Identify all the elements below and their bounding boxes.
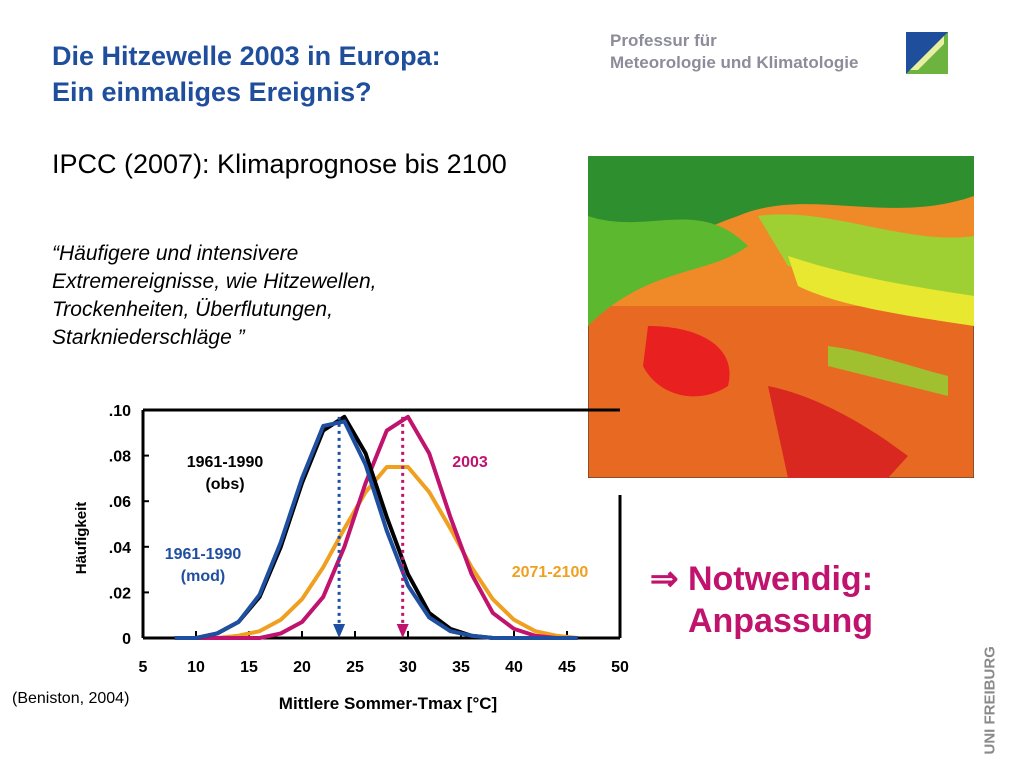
series-line	[174, 414, 578, 640]
x-tick-label: 10	[187, 659, 205, 676]
mean-arrow	[333, 624, 346, 638]
y-tick-label: .02	[109, 585, 131, 602]
logo-square	[906, 32, 948, 74]
series-label: 2071-2100	[511, 564, 589, 581]
x-tick-label: 15	[240, 659, 258, 676]
institute: Professur für Meteorologie und Klimatolo…	[610, 30, 858, 74]
x-tick-label: 35	[452, 659, 470, 676]
x-tick-label: 5	[139, 659, 148, 676]
quote: “Häufigere und intensivere Extremereigni…	[52, 240, 522, 352]
x-tick-label: 50	[611, 659, 629, 676]
y-tick-label: 0	[122, 631, 131, 648]
x-axis-label: Mittlere Sommer-Tmax [°C]	[279, 694, 497, 713]
series-label: 1961-1990 (obs)	[186, 454, 264, 493]
series-label: 1961-1990 (mod)	[164, 546, 242, 585]
climate-map	[588, 156, 974, 478]
university-logo: UNI FREIBURG	[975, 646, 1024, 760]
institute-line: Professur für	[610, 31, 717, 50]
conclusion-arrow: ⇒	[650, 560, 679, 598]
title-line: Ein einmaliges Ereignis?	[52, 77, 372, 107]
heading: IPCC (2007): Klimaprognose bis 2100	[52, 149, 507, 179]
mean-arrow	[396, 624, 409, 638]
y-axis-label: Häufigkeit	[73, 502, 90, 575]
quote-line: Trockenheiten, Überflutungen,	[52, 298, 333, 321]
x-tick-label: 40	[505, 659, 523, 676]
series-line	[174, 414, 578, 640]
x-tick-label: 20	[293, 659, 311, 676]
series-line	[174, 419, 578, 640]
title: Die Hitzewelle 2003 in Europa: Ein einma…	[52, 38, 441, 110]
conclusion: ⇒ Notwendig: Anpassung	[650, 558, 928, 642]
y-tick-label: .06	[109, 494, 131, 511]
title-line: Die Hitzewelle 2003 in Europa:	[52, 41, 441, 71]
quote-line: Starkniederschläge ”	[52, 326, 245, 349]
x-tick-label: 25	[346, 659, 364, 676]
conclusion-text: Notwendig: Anpassung	[687, 560, 874, 640]
source: (Beniston, 2004)	[12, 690, 130, 707]
quote-line: Extremereignisse, wie Hitzewellen,	[52, 270, 377, 293]
series-label: 2003	[452, 454, 488, 471]
university-name: UNI FREIBURG	[981, 646, 999, 755]
x-tick-label: 30	[399, 659, 417, 676]
institute-line: Meteorologie und Klimatologie	[610, 53, 859, 72]
y-tick-label: .08	[109, 449, 131, 466]
x-tick-label: 45	[558, 659, 576, 676]
y-tick-label: .04	[109, 540, 131, 557]
y-tick-label: .10	[109, 403, 131, 420]
quote-line: “Häufigere und intensivere	[52, 242, 299, 265]
